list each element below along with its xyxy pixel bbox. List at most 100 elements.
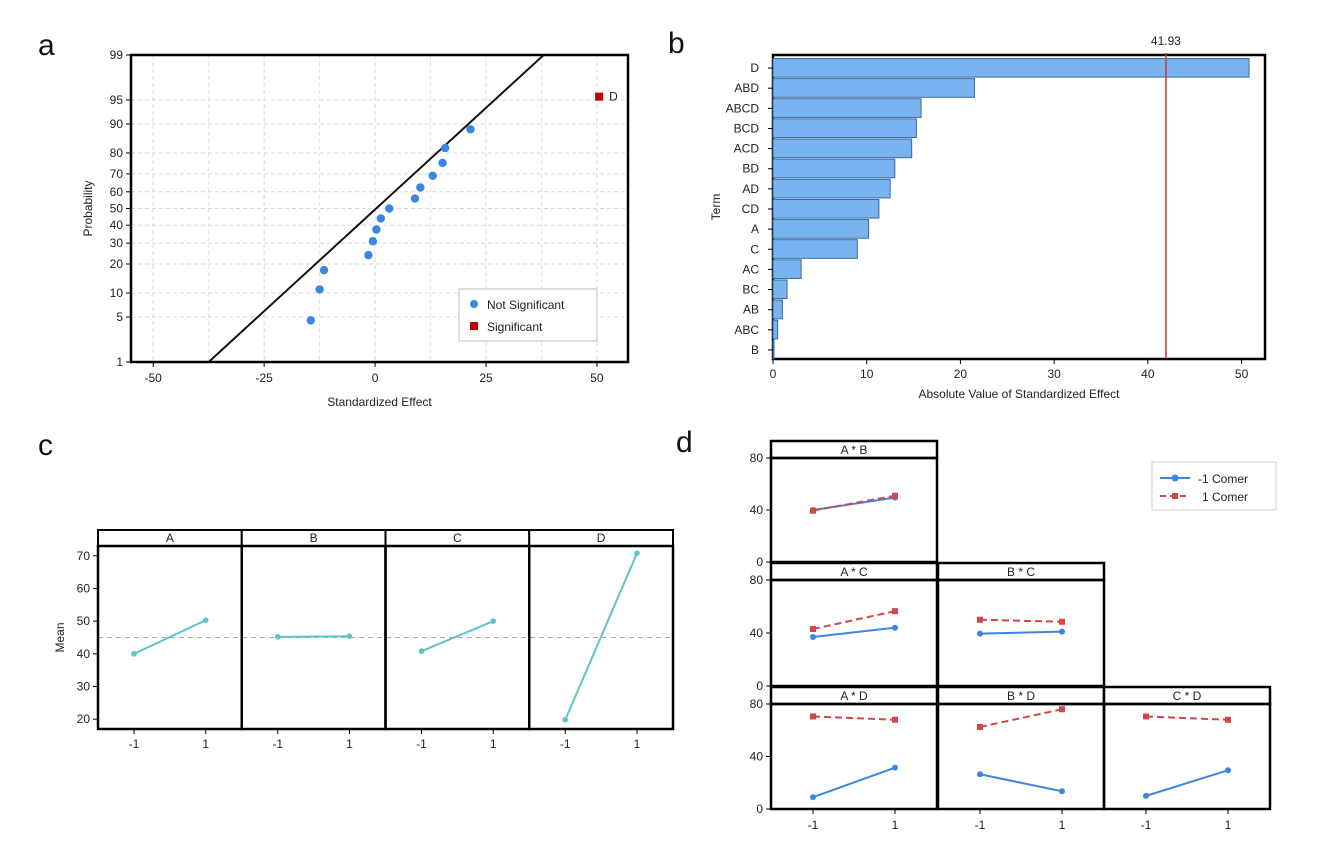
not-significant-point	[376, 214, 386, 223]
not-significant-point	[428, 171, 437, 180]
x-tick-label: -1	[272, 737, 283, 751]
main-effect-line-D	[564, 552, 638, 721]
bar-ACD	[772, 138, 913, 159]
bar-B	[772, 339, 775, 360]
series-minus1-point	[977, 771, 983, 778]
series-plus1-point	[977, 616, 983, 623]
series-minus1-point	[810, 633, 816, 640]
y-tick-label: 30	[110, 236, 124, 250]
not-significant-point	[466, 125, 475, 134]
term-label-C: C	[750, 242, 759, 256]
not-significant-point	[385, 204, 394, 213]
x-tick-label: -50	[145, 371, 163, 385]
y-tick-label: 95	[110, 93, 124, 107]
legend-label-plus1: 1 Comer	[1202, 490, 1248, 504]
legend-marker-not-significant	[470, 300, 478, 308]
bar-ABD	[772, 78, 975, 98]
series-minus1-point	[1143, 792, 1149, 799]
y-tick-label: 50	[110, 202, 124, 216]
term-label-ABC: ABC	[734, 323, 759, 337]
y-tick-label: 50	[77, 614, 91, 628]
term-label-BC: BC	[742, 283, 759, 297]
term-label-AB: AB	[743, 303, 759, 317]
series-plus1-point	[1059, 618, 1065, 625]
panel-c-main-effects-plot: c A -1 1 B -1 1 C -1 1 D -1 1 20 30 40 50 60 70 Mean	[38, 429, 675, 751]
series-plus1-point	[892, 608, 898, 615]
bar-BD	[772, 158, 896, 179]
bar-ABCD	[772, 98, 922, 118]
x-tick-label: -25	[255, 371, 273, 385]
not-significant-point	[410, 194, 420, 203]
interaction-header-label: A * B	[841, 443, 868, 457]
series-plus1-line	[812, 715, 896, 721]
main-effect-point	[346, 633, 353, 639]
term-label-B: B	[751, 343, 759, 357]
x-tick-label: 1	[490, 737, 497, 751]
x-tick-label: 20	[954, 367, 968, 381]
x-tick-label: 1	[202, 737, 209, 751]
y-tick-label: 40	[750, 750, 764, 764]
significant-point-label: D	[609, 90, 618, 104]
bar-AC	[772, 259, 802, 279]
panel-b-pareto-chart: b D ABD ABCD BCD ACD BD AD CD AC AC BC AB ABC B0 10 20 30…	[668, 27, 1267, 401]
bar-A	[772, 219, 870, 239]
bar-CD	[772, 198, 880, 219]
series-plus1-line	[812, 610, 896, 631]
not-significant-point	[315, 285, 324, 294]
factor-header-label-B: B	[310, 531, 318, 545]
series-plus1-line	[979, 708, 1063, 728]
not-significant-point	[372, 225, 381, 234]
factor-header-label-A: A	[166, 531, 174, 545]
significant-point	[595, 92, 604, 101]
x-tick-label: -1	[129, 737, 140, 751]
panel-label-b: b	[668, 27, 685, 60]
main-effect-line-A	[133, 619, 207, 655]
bar-ABC	[772, 319, 779, 340]
x-axis-title: Absolute Value of Standardized Effect	[918, 387, 1120, 401]
bar-BC	[772, 279, 788, 300]
y-tick-label: 80	[750, 697, 764, 711]
main-effect-line-B	[277, 635, 350, 638]
series-plus1-point	[1225, 716, 1231, 723]
y-tick-label: 99	[110, 48, 124, 62]
y-tick-label: 70	[77, 549, 91, 563]
legend-box	[458, 288, 598, 342]
term-label-ABCD: ABCD	[726, 101, 760, 115]
not-significant-point	[319, 265, 329, 275]
x-tick-label: -1	[416, 737, 427, 751]
x-tick-label: 30	[1047, 367, 1061, 381]
interaction-header-label: A * D	[840, 689, 868, 703]
not-significant-point	[364, 250, 373, 260]
y-tick-label: 0	[756, 679, 763, 693]
y-tick-label: 80	[110, 146, 124, 160]
not-significant-point	[416, 183, 425, 192]
y-tick-label: 0	[756, 555, 763, 569]
series-minus1-point	[1059, 788, 1065, 795]
bar-D	[772, 58, 1250, 78]
legend-label-minus1: -1 Comer	[1198, 472, 1248, 486]
series-plus1-point	[810, 507, 816, 514]
series-plus1-point	[892, 492, 898, 499]
interaction-header-label: B * C	[1007, 565, 1035, 579]
series-minus1-point	[892, 624, 898, 631]
x-tick-label: 40	[1141, 367, 1155, 381]
term-label-ABD: ABD	[734, 81, 759, 95]
x-tick-label: 25	[479, 371, 493, 385]
x-tick-label: 0	[770, 367, 777, 381]
y-tick-label: 20	[77, 712, 91, 726]
term-label-AD: AD	[742, 182, 759, 196]
series-minus1-line	[812, 766, 896, 799]
x-tick-label: -1	[560, 737, 571, 751]
main-effect-point	[131, 651, 137, 657]
term-label-BCD: BCD	[734, 121, 760, 135]
series-plus1-line	[812, 494, 896, 512]
y-tick-label: 20	[110, 257, 124, 271]
series-plus1-point	[1059, 706, 1065, 713]
series-plus1-point	[1143, 713, 1149, 720]
main-effect-point	[202, 617, 209, 623]
main-effect-point	[490, 618, 497, 624]
series-plus1-point	[977, 723, 983, 730]
not-significant-point	[438, 158, 447, 168]
bar-BCD	[772, 118, 917, 139]
